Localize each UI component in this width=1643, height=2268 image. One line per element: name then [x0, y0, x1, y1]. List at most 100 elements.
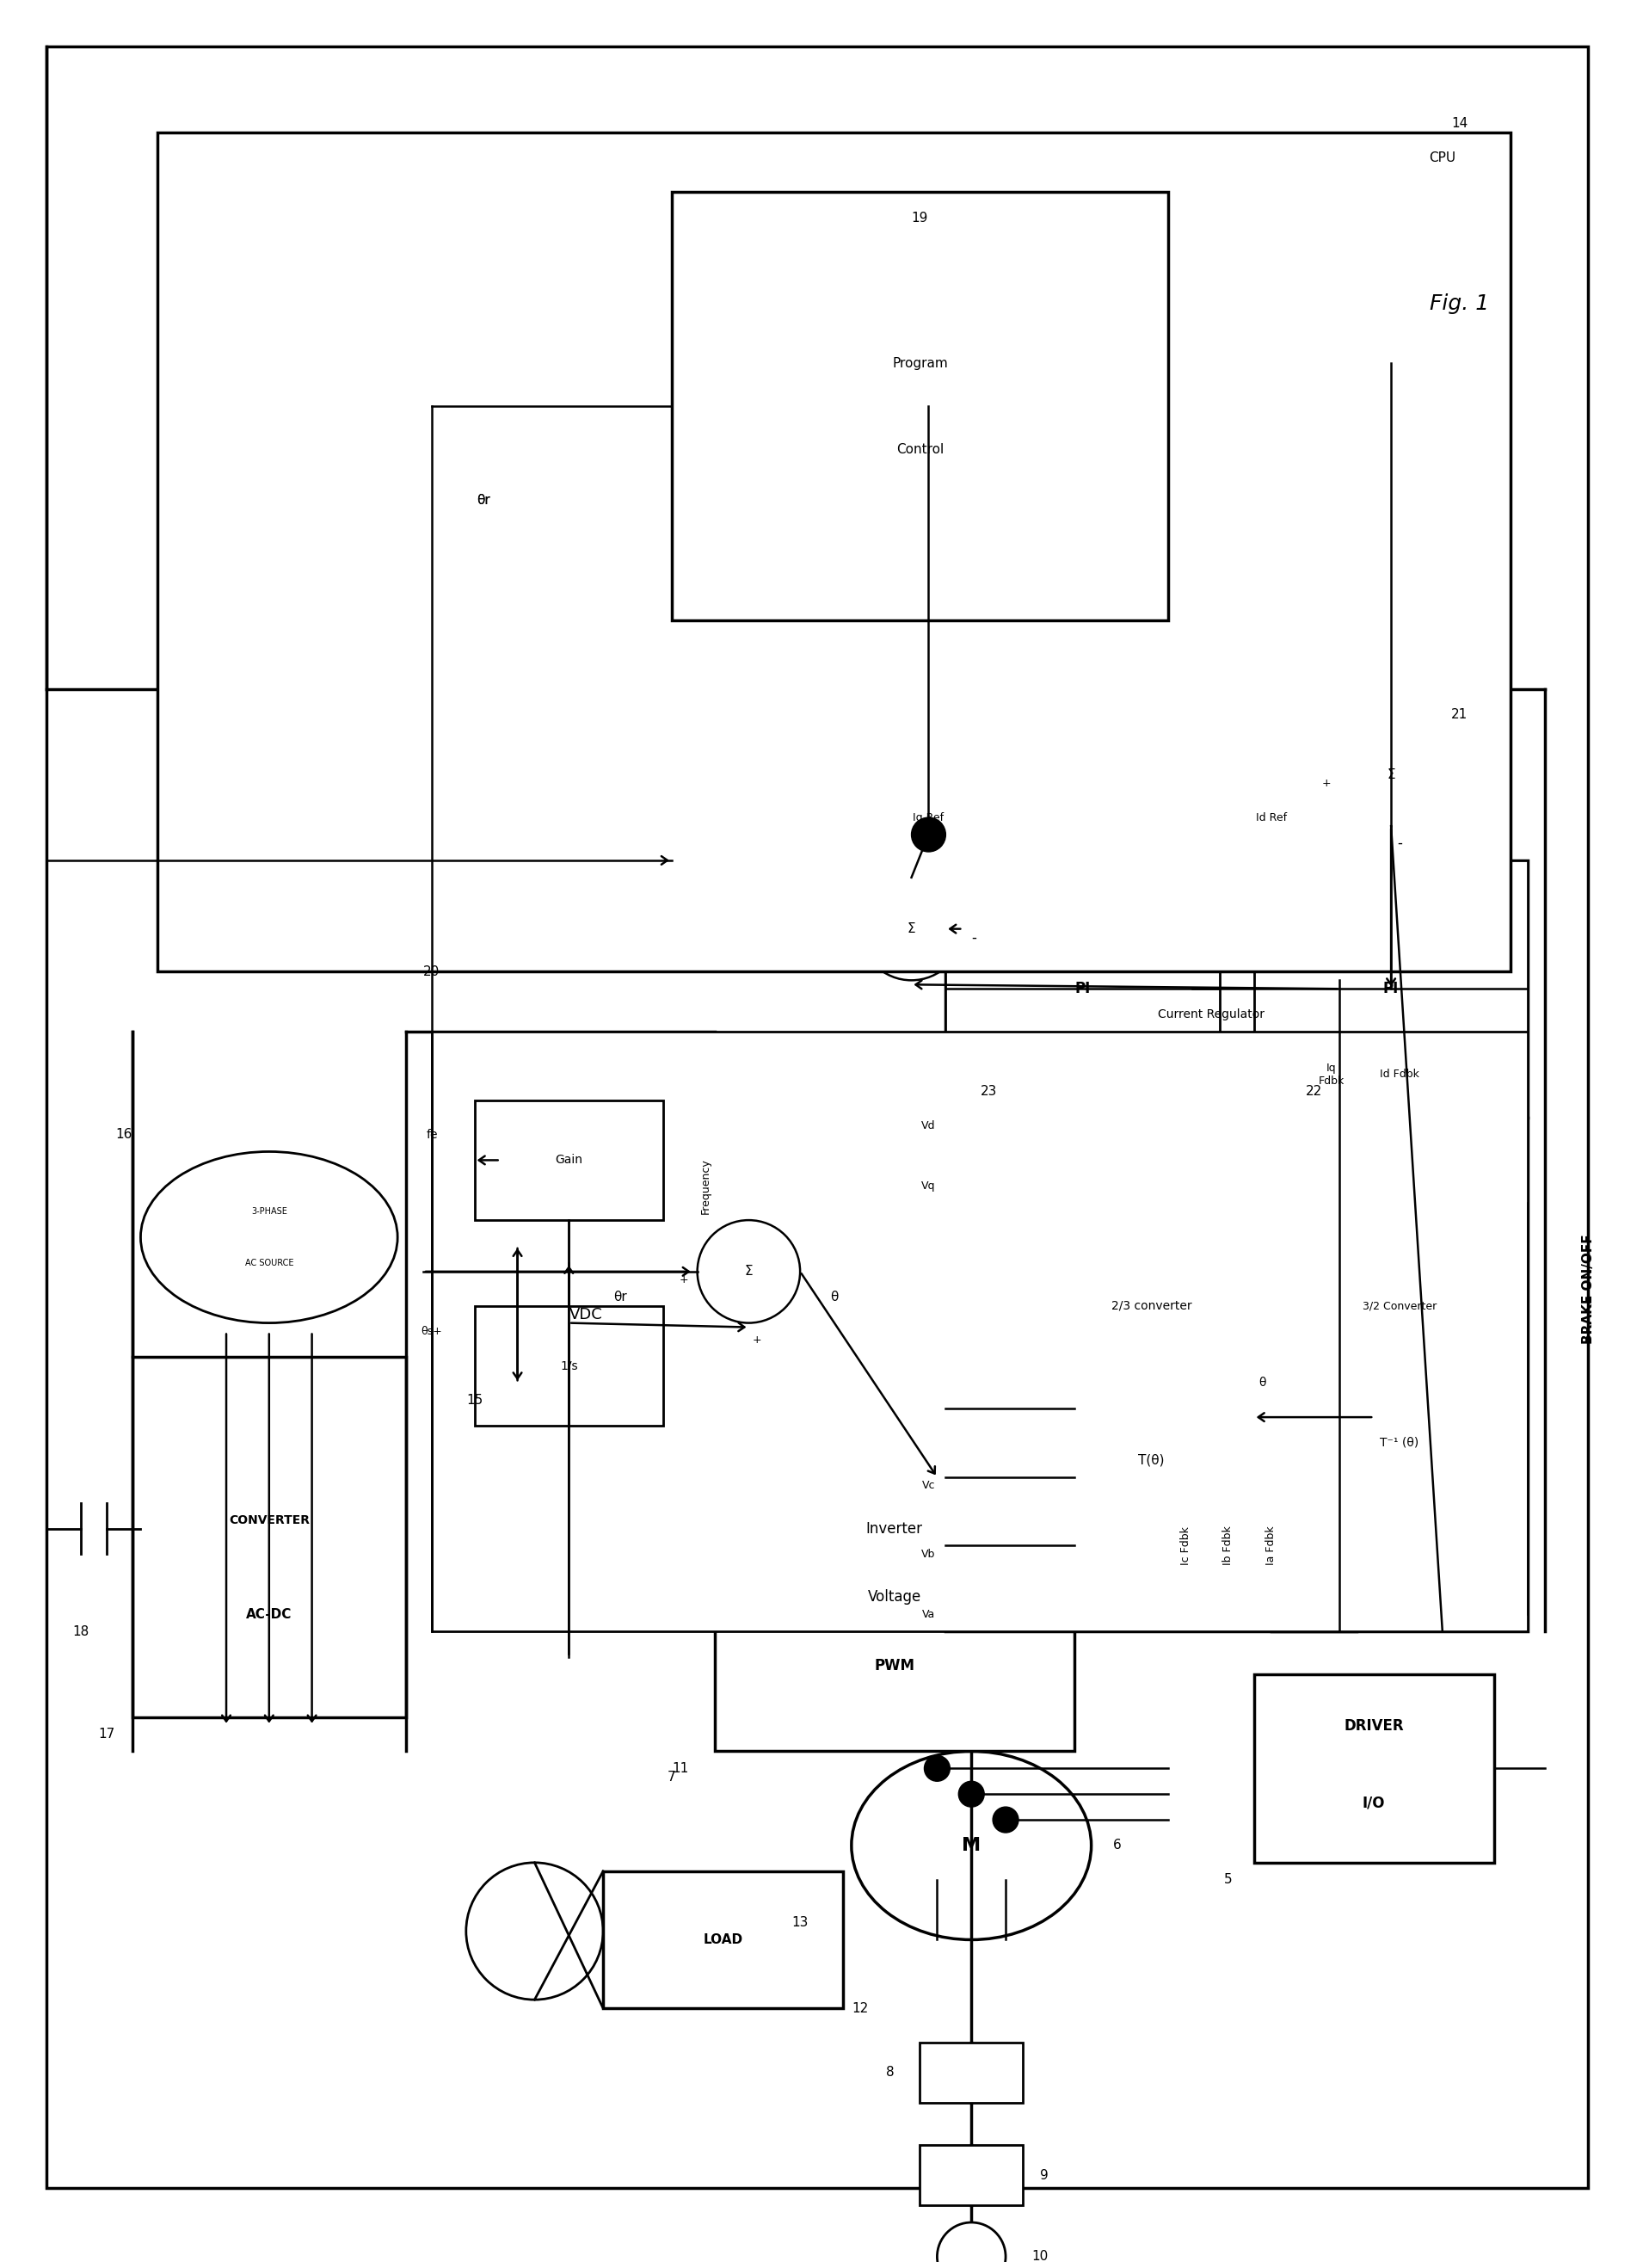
Text: M: M: [961, 1837, 981, 1853]
Text: Σ: Σ: [744, 1266, 752, 1277]
Text: 5: 5: [1224, 1873, 1232, 1887]
Text: Control: Control: [895, 442, 943, 456]
Text: 23: 23: [981, 1084, 997, 1098]
Text: Vc: Vc: [922, 1481, 935, 1492]
Text: Vd: Vd: [922, 1120, 935, 1132]
Text: θ: θ: [830, 1290, 838, 1304]
Text: 21: 21: [1451, 708, 1467, 721]
Bar: [920, 2146, 1022, 2204]
Text: CPU: CPU: [1429, 152, 1456, 163]
Text: CONVERTER: CONVERTER: [228, 1515, 309, 1526]
Text: VDC: VDC: [570, 1306, 603, 1322]
Bar: [672, 193, 1168, 621]
Text: PI: PI: [1075, 982, 1091, 996]
Bar: [432, 1032, 1528, 1631]
Text: 8: 8: [886, 2066, 894, 2080]
Ellipse shape: [851, 1751, 1091, 1939]
Text: -: -: [971, 930, 976, 946]
Text: AC-DC: AC-DC: [246, 1608, 292, 1622]
Text: fe: fe: [426, 1129, 437, 1141]
Text: 1/s: 1/s: [560, 1361, 578, 1372]
Bar: [715, 1476, 1075, 1751]
Text: Ia Fdbk: Ia Fdbk: [1265, 1526, 1277, 1565]
Text: LOAD: LOAD: [703, 1932, 743, 1946]
Text: Fig. 1: Fig. 1: [1429, 293, 1489, 313]
Text: 12: 12: [851, 2003, 868, 2014]
Text: 13: 13: [792, 1916, 808, 1930]
Text: Iq Ref: Iq Ref: [914, 812, 945, 823]
Text: -: -: [1397, 835, 1401, 850]
Text: 16: 16: [115, 1127, 131, 1141]
Circle shape: [912, 816, 946, 853]
Text: θs+: θs+: [421, 1327, 442, 1338]
Circle shape: [992, 1808, 1019, 1833]
Text: 11: 11: [672, 1762, 688, 1776]
Text: θr: θr: [613, 1290, 628, 1304]
Text: Vb: Vb: [922, 1549, 935, 1560]
Text: 17: 17: [99, 1728, 115, 1740]
Text: Vq: Vq: [922, 1179, 935, 1191]
Bar: [946, 860, 1528, 1118]
Text: +: +: [1323, 778, 1331, 789]
Text: 7: 7: [667, 1771, 675, 1783]
Text: Frequency: Frequency: [700, 1159, 711, 1213]
Text: 20: 20: [424, 966, 440, 978]
Text: 3/2 Converter: 3/2 Converter: [1362, 1300, 1436, 1311]
Circle shape: [937, 2223, 1006, 2268]
Text: 2/3 converter: 2/3 converter: [1111, 1300, 1191, 1311]
Ellipse shape: [141, 1152, 398, 1322]
Text: Id Fdbk: Id Fdbk: [1380, 1068, 1420, 1080]
Text: Ic Fdbk: Ic Fdbk: [1180, 1526, 1191, 1565]
Circle shape: [1339, 723, 1443, 826]
Text: Program: Program: [892, 356, 948, 370]
Circle shape: [859, 878, 963, 980]
Circle shape: [925, 1755, 950, 1780]
Text: PWM: PWM: [874, 1658, 915, 1674]
Circle shape: [958, 1780, 984, 1808]
Text: DRIVER: DRIVER: [1344, 1717, 1403, 1733]
Bar: [1254, 1674, 1493, 1862]
Bar: [475, 1306, 664, 1427]
Text: I/O: I/O: [1362, 1794, 1385, 1810]
Text: Inverter: Inverter: [866, 1522, 923, 1535]
Text: Va: Va: [922, 1608, 935, 1619]
Text: Σ: Σ: [1387, 769, 1395, 780]
Text: 15: 15: [467, 1393, 483, 1406]
Text: Current Regulator: Current Regulator: [1158, 1009, 1265, 1021]
Text: 14: 14: [1451, 118, 1467, 129]
Text: AC SOURCE: AC SOURCE: [245, 1259, 294, 1268]
Bar: [131, 1356, 406, 1717]
Text: T(θ): T(θ): [1139, 1454, 1165, 1467]
Text: Ib Fdbk: Ib Fdbk: [1222, 1526, 1234, 1565]
Bar: [603, 1871, 843, 2007]
Bar: [946, 860, 1219, 1118]
Text: 9: 9: [1040, 2168, 1048, 2182]
Text: +: +: [752, 1334, 762, 1345]
Circle shape: [697, 1220, 800, 1322]
Text: θr: θr: [476, 494, 490, 508]
Bar: [475, 1100, 664, 1220]
Text: Iq
Fdbk: Iq Fdbk: [1318, 1061, 1344, 1086]
Text: Voltage: Voltage: [868, 1590, 922, 1606]
Bar: [1254, 860, 1528, 1118]
Text: θr: θr: [476, 494, 490, 508]
Bar: [920, 2043, 1022, 2102]
Text: 3-PHASE: 3-PHASE: [251, 1207, 288, 1216]
Bar: [1272, 1118, 1528, 1631]
Text: T⁻¹ (θ): T⁻¹ (θ): [1380, 1438, 1420, 1449]
Text: BRAKE ON/OFF: BRAKE ON/OFF: [1582, 1234, 1594, 1343]
Text: Gain: Gain: [555, 1154, 583, 1166]
Bar: [158, 132, 1512, 971]
Text: 18: 18: [72, 1624, 89, 1637]
Text: Id Ref: Id Ref: [1255, 812, 1286, 823]
Text: PI: PI: [1383, 982, 1398, 996]
Text: 6: 6: [1112, 1839, 1121, 1853]
Text: 22: 22: [1306, 1084, 1323, 1098]
Text: 19: 19: [912, 211, 928, 225]
Text: θ: θ: [1259, 1377, 1267, 1388]
Circle shape: [467, 1862, 603, 2000]
Text: +: +: [680, 1275, 688, 1286]
Text: 10: 10: [1032, 2250, 1048, 2263]
Bar: [946, 1118, 1357, 1631]
Text: Σ: Σ: [907, 923, 915, 934]
